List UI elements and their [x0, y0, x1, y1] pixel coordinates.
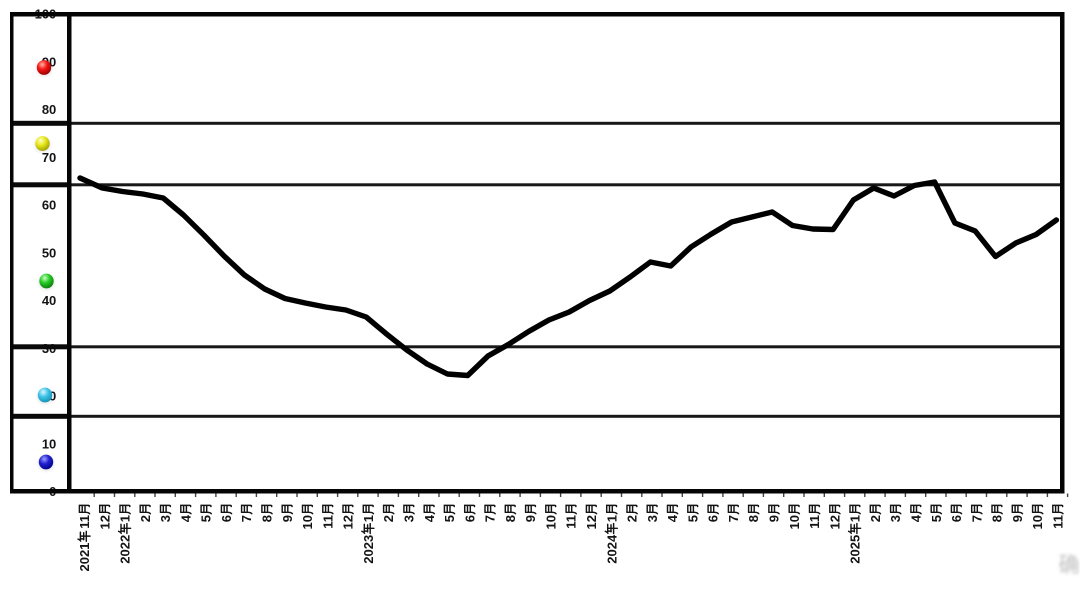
- svg-text:2024: 2024: [604, 534, 619, 564]
- svg-text:80: 80: [42, 102, 56, 117]
- svg-text:5: 5: [685, 515, 700, 522]
- svg-text:2021: 2021: [77, 543, 92, 572]
- svg-text:2: 2: [625, 515, 640, 522]
- svg-text:5: 5: [199, 515, 214, 522]
- svg-text:1: 1: [361, 515, 376, 522]
- svg-text:11: 11: [564, 515, 579, 529]
- svg-text:1: 1: [118, 515, 133, 522]
- svg-text:10: 10: [787, 515, 802, 529]
- svg-text:8: 8: [260, 515, 275, 522]
- svg-text:6: 6: [462, 515, 477, 522]
- svg-text:60: 60: [42, 198, 56, 213]
- svg-text:3: 3: [888, 515, 903, 522]
- svg-text:12: 12: [584, 515, 599, 529]
- svg-text:11: 11: [807, 515, 822, 529]
- svg-text:12: 12: [97, 515, 112, 529]
- svg-text:7: 7: [239, 515, 254, 522]
- svg-text:50: 50: [42, 245, 56, 260]
- svg-text:8: 8: [990, 515, 1005, 522]
- svg-text:11: 11: [1050, 515, 1065, 529]
- svg-text:1: 1: [604, 515, 619, 522]
- svg-text:9: 9: [767, 515, 782, 522]
- svg-text:9: 9: [280, 515, 295, 522]
- svg-text:12: 12: [827, 515, 842, 529]
- svg-text:7: 7: [483, 515, 498, 522]
- svg-text:7: 7: [726, 515, 741, 522]
- svg-text:1: 1: [848, 515, 863, 522]
- svg-text:4: 4: [665, 514, 680, 522]
- svg-text:4: 4: [178, 514, 193, 522]
- svg-text:2025: 2025: [848, 535, 863, 564]
- svg-text:2: 2: [138, 515, 153, 522]
- svg-text:7: 7: [969, 515, 984, 522]
- svg-text:40: 40: [42, 293, 56, 308]
- svg-text:4: 4: [909, 514, 924, 522]
- svg-text:8: 8: [503, 515, 518, 522]
- svg-text:2: 2: [381, 515, 396, 522]
- svg-text:6: 6: [219, 515, 234, 522]
- svg-text:11: 11: [320, 515, 335, 529]
- svg-text:9: 9: [1010, 515, 1025, 522]
- svg-text:6: 6: [949, 515, 964, 522]
- svg-text:5: 5: [442, 515, 457, 522]
- svg-text:3: 3: [402, 515, 417, 522]
- svg-text:2: 2: [868, 515, 883, 522]
- svg-text:10: 10: [543, 515, 558, 529]
- svg-text:确: 确: [1059, 554, 1080, 577]
- svg-text:5: 5: [929, 515, 944, 522]
- svg-text:12: 12: [341, 515, 356, 529]
- svg-text:2022: 2022: [118, 535, 133, 564]
- svg-text:3: 3: [158, 515, 173, 522]
- svg-text:10: 10: [300, 515, 315, 529]
- svg-text:11: 11: [77, 515, 92, 529]
- svg-text:3: 3: [645, 515, 660, 522]
- svg-text:2023: 2023: [361, 535, 376, 564]
- svg-text:4: 4: [422, 514, 437, 522]
- svg-text:10: 10: [1030, 515, 1045, 529]
- svg-text:6: 6: [706, 515, 721, 522]
- svg-text:70: 70: [42, 150, 56, 165]
- svg-text:10: 10: [42, 436, 56, 451]
- svg-text:9: 9: [523, 515, 538, 522]
- svg-text:8: 8: [746, 515, 761, 522]
